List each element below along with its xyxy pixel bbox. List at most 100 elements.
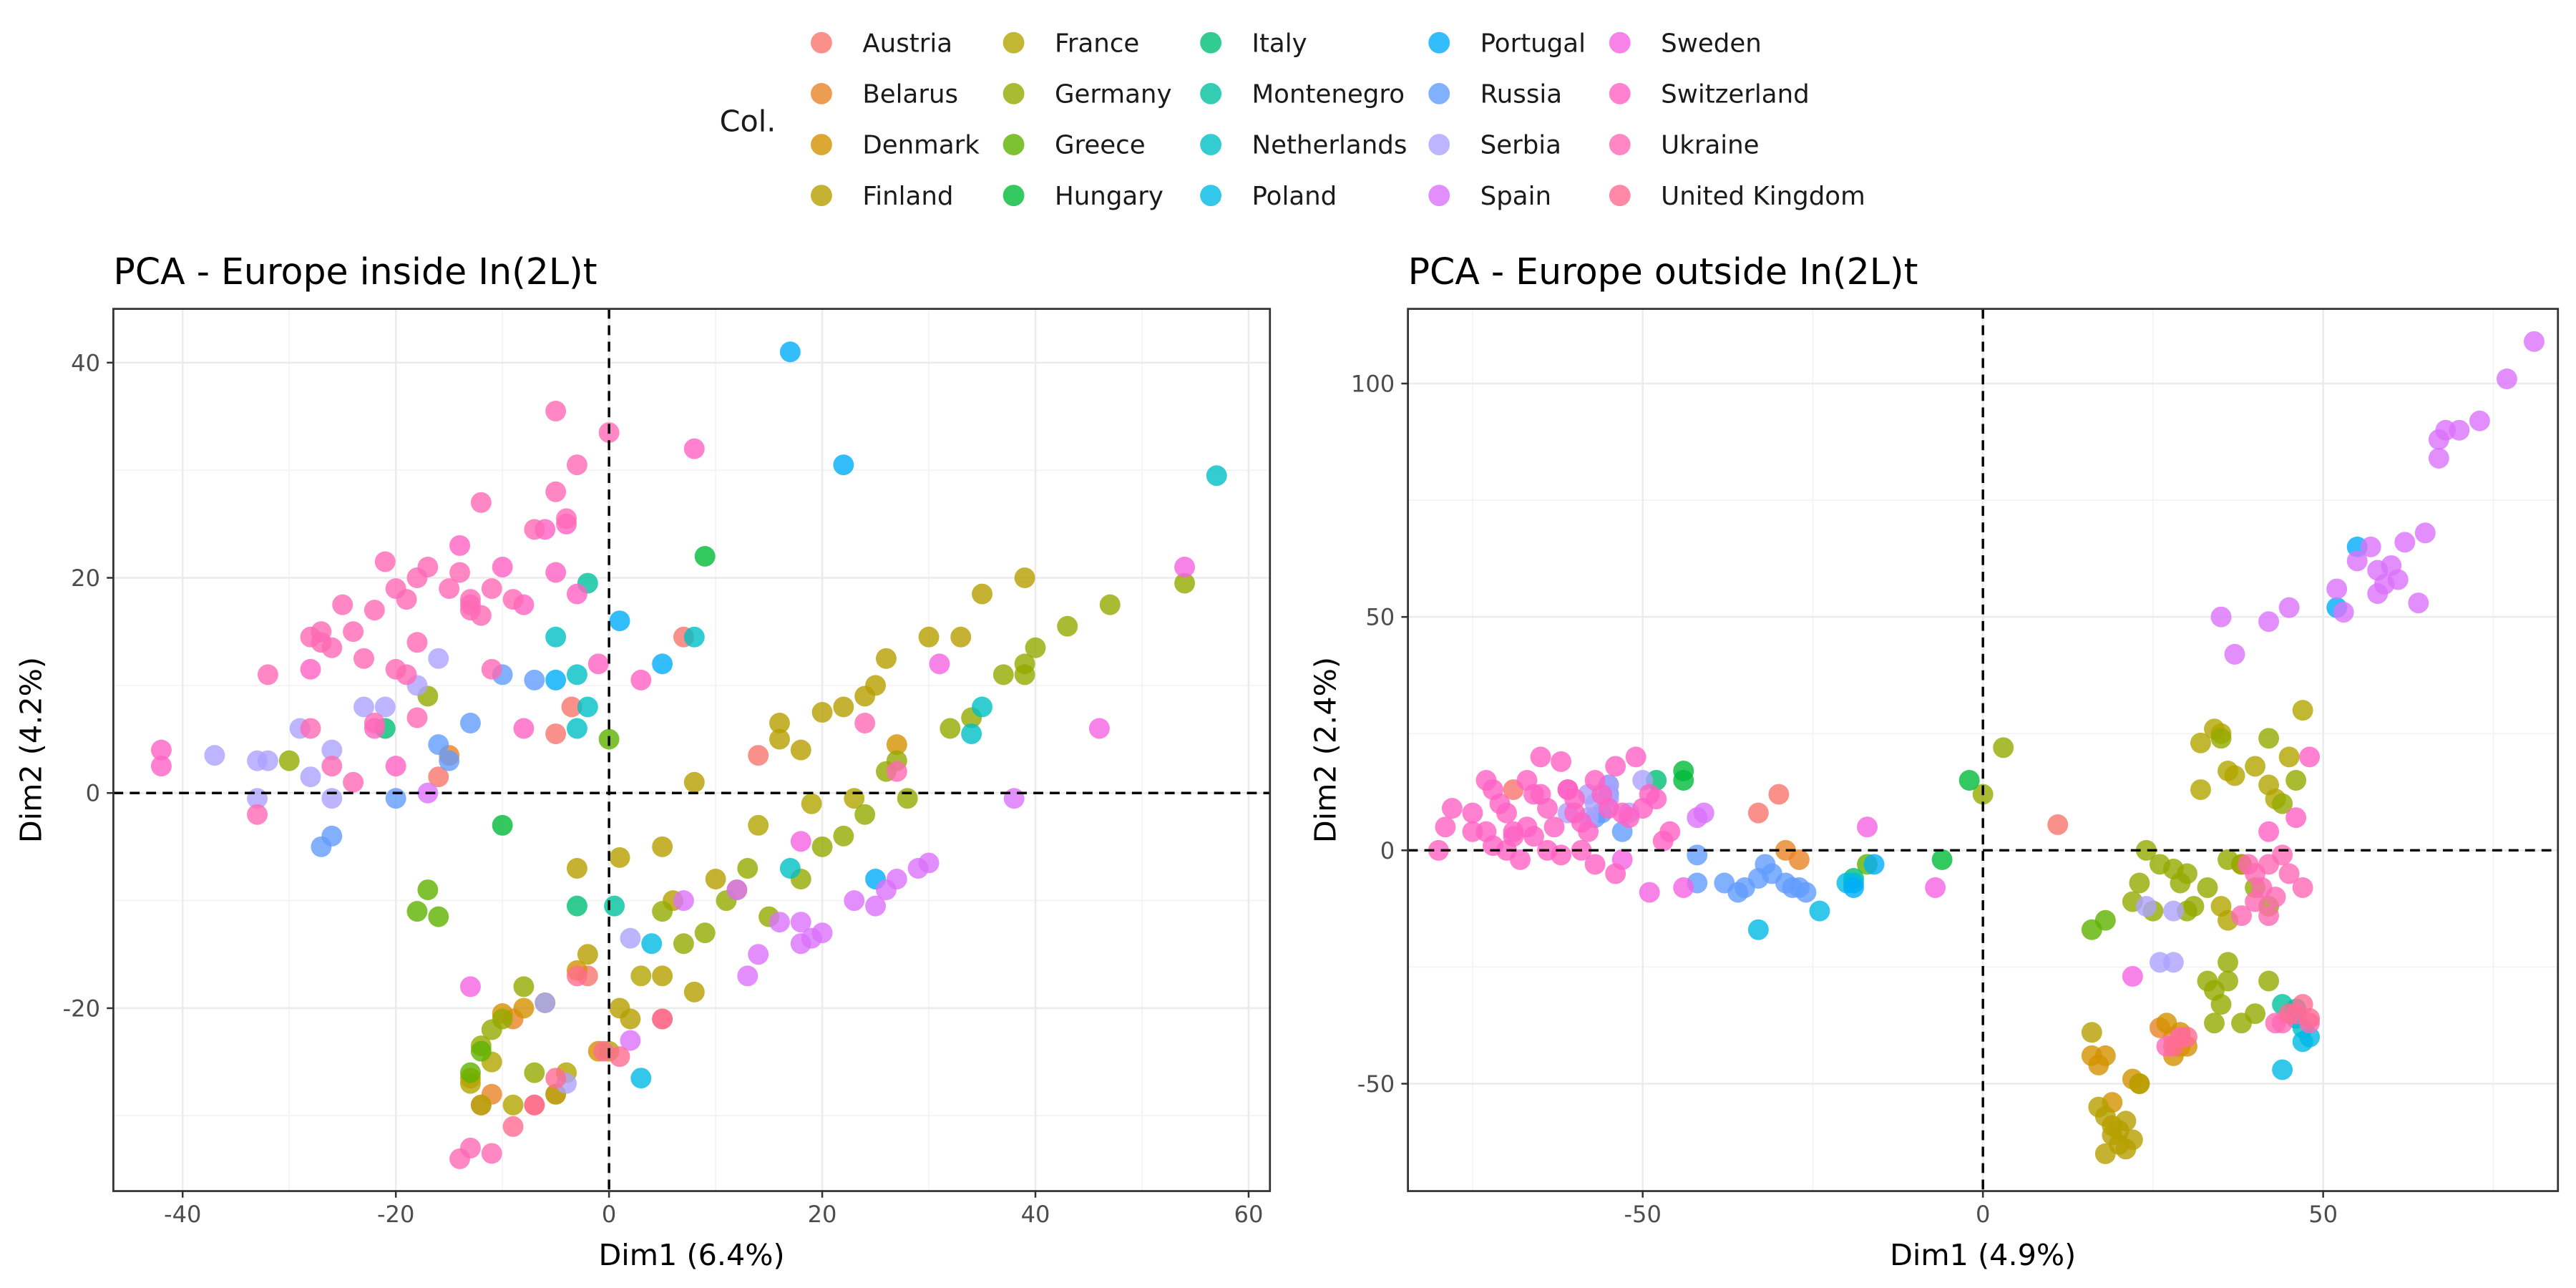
point-germany [492, 1008, 513, 1030]
point-spain [2224, 643, 2245, 665]
point-germany [811, 836, 833, 857]
point-germany [1099, 594, 1121, 615]
point-ukraine [2272, 844, 2293, 866]
point-united-kingdom [502, 1116, 524, 1137]
point-serbia [2135, 896, 2157, 917]
point-united-kingdom [545, 1068, 567, 1089]
point-germany [1993, 737, 2014, 758]
series-switzerland [150, 438, 705, 777]
point-finland [652, 965, 673, 987]
series-sweden [460, 557, 1196, 997]
scatter-panel-outside: -50 0 50 -50 0 50 100 PCA - Europe outside In(2… [1309, 250, 2560, 1272]
x-tick-label: -40 [164, 1201, 201, 1228]
series-finland [566, 567, 1035, 1030]
point-germany [2204, 1013, 2225, 1034]
point-finland [566, 858, 587, 879]
series-spain [1687, 331, 2545, 829]
point-finland [972, 583, 992, 605]
point-greece [417, 879, 439, 901]
point-germany [854, 804, 876, 825]
point-russia [1795, 882, 1817, 903]
point-portugal [652, 653, 673, 675]
series-hungary [1673, 760, 1980, 870]
legend-key-greece [1002, 134, 1025, 155]
chart-title: PCA - Europe inside In(2L)t [113, 250, 597, 293]
point-germany [2218, 952, 2238, 973]
point-ukraine [2265, 887, 2286, 908]
point-hungary [492, 814, 513, 836]
point-ukraine [460, 589, 481, 610]
point-denmark [886, 734, 907, 756]
point-serbia [321, 739, 343, 761]
legend-key-montenegro [1200, 82, 1222, 104]
point-serbia [321, 788, 343, 809]
legend-item-russia: Russia [1428, 79, 1562, 109]
point-finland [811, 701, 833, 723]
point-switzerland [630, 669, 652, 691]
point-switzerland [449, 535, 471, 556]
point-serbia [257, 750, 278, 771]
point-germany [737, 858, 758, 879]
point-france [2278, 746, 2300, 768]
point-ukraine [545, 401, 567, 421]
point-ukraine [311, 632, 332, 653]
point-france [2224, 765, 2245, 786]
point-france [2292, 700, 2313, 721]
point-germany [694, 922, 716, 944]
point-netherlands [566, 718, 587, 739]
point-greece [428, 906, 449, 927]
point-ukraine [2238, 854, 2259, 875]
point-poland [1747, 919, 1769, 940]
point-finland [683, 771, 705, 793]
point-greece [2094, 909, 2116, 931]
y-tick-label: 40 [71, 349, 100, 376]
legend-key-belarus [811, 82, 832, 104]
point-finland [833, 696, 854, 718]
legend-key-germany [1002, 82, 1025, 104]
point-switzerland [1530, 784, 1551, 805]
legend-item-italy: Italy [1200, 29, 1307, 58]
point-austria [561, 696, 582, 718]
point-germany [673, 933, 694, 955]
point-ukraine [545, 481, 567, 502]
point-spain [726, 879, 748, 901]
point-russia [428, 734, 449, 756]
point-russia [1687, 844, 1708, 866]
x-axis-label: Dim1 (6.4%) [599, 1238, 785, 1272]
point-portugal [833, 454, 854, 476]
point-portugal [545, 669, 567, 691]
y-tick-label: 20 [71, 565, 100, 592]
point-ukraine [481, 658, 502, 680]
point-sweden [1174, 557, 1196, 577]
point-spain [2469, 410, 2490, 431]
point-switzerland [2258, 821, 2280, 842]
point-germany [2135, 839, 2157, 861]
point-finland [790, 739, 811, 761]
point-spain [2346, 550, 2368, 572]
point-finland [705, 869, 726, 889]
legend-key-finland [811, 185, 832, 207]
series-greece [1857, 854, 2116, 940]
point-hungary [1673, 760, 1694, 781]
series-italy [374, 718, 587, 917]
point-ukraine [470, 605, 492, 626]
legend-item-finland: Finland [811, 182, 953, 211]
point-switzerland [513, 718, 535, 739]
legend-key-ukraine [1609, 134, 1631, 155]
point-germany [2258, 970, 2280, 992]
point-switzerland [1462, 821, 1483, 842]
scatter-panel-inside: -40 -20 0 20 40 60 -20 0 20 40 PCA - Europe inside… [14, 250, 1272, 1272]
legend-label-belarus: Belarus [862, 79, 958, 109]
point-finland [2129, 1073, 2150, 1094]
point-spain [673, 890, 694, 912]
legend-label-italy: Italy [1252, 29, 1307, 58]
point-denmark [513, 997, 535, 1019]
point-serbia [300, 766, 321, 788]
point-russia [439, 750, 460, 771]
point-finland [2081, 1022, 2102, 1043]
point-spain [801, 927, 822, 949]
point-netherlands [577, 696, 598, 718]
legend-key-austria [811, 31, 832, 54]
legend-item-france: France [1002, 29, 1139, 58]
